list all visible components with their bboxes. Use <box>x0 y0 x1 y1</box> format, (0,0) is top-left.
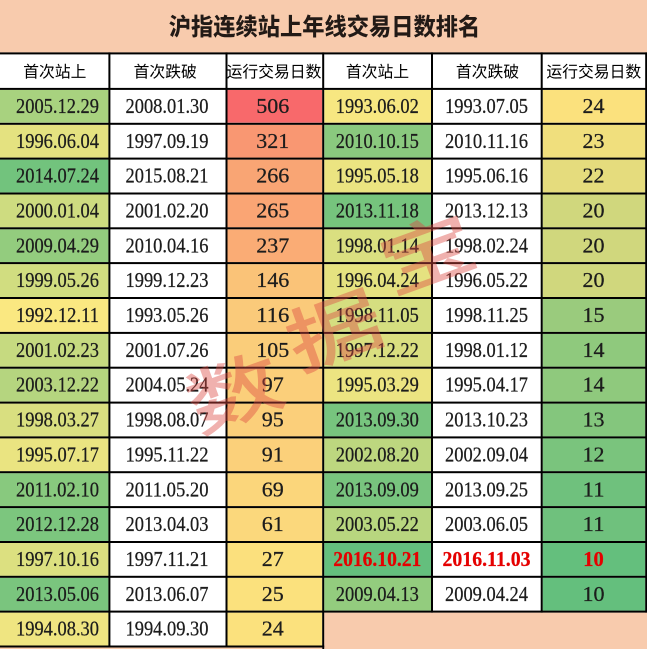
svg-text:1996.05.22: 1996.05.22 <box>445 268 528 292</box>
svg-text:15: 15 <box>583 303 605 327</box>
svg-text:2013.09.09: 2013.09.09 <box>336 477 419 501</box>
svg-text:2010.04.16: 2010.04.16 <box>126 233 209 257</box>
svg-text:2013.09.30: 2013.09.30 <box>336 408 419 432</box>
svg-text:2016.10.21: 2016.10.21 <box>333 547 421 571</box>
svg-text:1993.06.02: 1993.06.02 <box>336 94 419 118</box>
svg-text:2002.09.04: 2002.09.04 <box>445 442 528 466</box>
svg-text:1997.11.21: 1997.11.21 <box>126 547 209 571</box>
svg-text:2016.11.03: 2016.11.03 <box>443 547 531 571</box>
svg-text:1995.11.22: 1995.11.22 <box>126 442 209 466</box>
svg-text:22: 22 <box>583 164 605 188</box>
svg-text:1998.11.25: 1998.11.25 <box>445 303 528 327</box>
svg-text:95: 95 <box>262 408 284 432</box>
svg-text:24: 24 <box>583 94 605 118</box>
svg-text:2009.04.29: 2009.04.29 <box>16 233 99 257</box>
svg-text:1998.01.12: 1998.01.12 <box>445 338 528 362</box>
svg-text:24: 24 <box>262 617 284 641</box>
svg-text:266: 266 <box>256 164 289 188</box>
svg-text:1995.05.18: 1995.05.18 <box>336 164 419 188</box>
svg-text:1998.02.24: 1998.02.24 <box>445 233 528 257</box>
svg-text:27: 27 <box>262 547 284 571</box>
svg-text:2015.08.21: 2015.08.21 <box>126 164 209 188</box>
svg-text:2004.05.24: 2004.05.24 <box>126 373 209 397</box>
svg-text:61: 61 <box>262 512 284 536</box>
svg-text:2001.02.20: 2001.02.20 <box>126 199 209 223</box>
svg-text:2011.05.20: 2011.05.20 <box>126 477 209 501</box>
svg-text:2013.10.23: 2013.10.23 <box>445 408 528 432</box>
svg-text:1997.12.22: 1997.12.22 <box>336 338 419 362</box>
svg-text:2003.06.05: 2003.06.05 <box>445 512 528 536</box>
svg-text:14: 14 <box>583 338 605 362</box>
svg-text:2014.07.24: 2014.07.24 <box>16 164 99 188</box>
svg-text:20: 20 <box>583 268 605 292</box>
svg-text:1994.08.30: 1994.08.30 <box>16 617 99 641</box>
svg-text:506: 506 <box>256 94 289 118</box>
svg-text:13: 13 <box>583 408 605 432</box>
svg-text:1995.03.29: 1995.03.29 <box>336 373 419 397</box>
svg-text:321: 321 <box>256 129 289 153</box>
svg-text:2013.09.25: 2013.09.25 <box>445 477 528 501</box>
svg-text:10: 10 <box>583 582 605 606</box>
svg-text:2013.12.13: 2013.12.13 <box>445 199 528 223</box>
svg-text:2001.02.23: 2001.02.23 <box>16 338 99 362</box>
svg-text:1993.05.26: 1993.05.26 <box>126 303 209 327</box>
svg-text:97: 97 <box>262 373 284 397</box>
svg-text:1997.09.19: 1997.09.19 <box>126 129 209 153</box>
svg-text:25: 25 <box>262 582 284 606</box>
svg-text:1992.12.11: 1992.12.11 <box>16 303 99 327</box>
svg-text:1999.05.26: 1999.05.26 <box>16 268 99 292</box>
svg-text:2003.05.22: 2003.05.22 <box>336 512 419 536</box>
svg-text:1997.10.16: 1997.10.16 <box>16 547 99 571</box>
svg-text:10: 10 <box>583 547 604 571</box>
svg-text:1994.09.30: 1994.09.30 <box>126 617 209 641</box>
svg-text:2013.11.18: 2013.11.18 <box>336 199 419 223</box>
svg-text:2011.02.10: 2011.02.10 <box>16 477 99 501</box>
svg-text:105: 105 <box>256 338 289 362</box>
svg-text:20: 20 <box>583 233 605 257</box>
svg-text:146: 146 <box>256 268 289 292</box>
svg-text:1996.06.04: 1996.06.04 <box>16 129 99 153</box>
svg-text:2013.06.07: 2013.06.07 <box>126 582 209 606</box>
svg-text:1999.12.23: 1999.12.23 <box>126 268 209 292</box>
svg-text:11: 11 <box>583 512 605 536</box>
svg-text:1995.06.16: 1995.06.16 <box>445 164 528 188</box>
svg-text:1995.04.17: 1995.04.17 <box>445 373 528 397</box>
svg-text:2003.12.22: 2003.12.22 <box>16 373 99 397</box>
svg-text:12: 12 <box>583 442 605 466</box>
svg-text:2001.07.26: 2001.07.26 <box>126 338 209 362</box>
svg-text:2008.01.30: 2008.01.30 <box>126 94 209 118</box>
svg-text:23: 23 <box>583 129 605 153</box>
svg-text:14: 14 <box>583 373 605 397</box>
svg-text:2010.10.15: 2010.10.15 <box>336 129 419 153</box>
svg-text:1996.04.24: 1996.04.24 <box>336 268 419 292</box>
svg-text:2009.04.24: 2009.04.24 <box>445 582 528 606</box>
svg-text:2009.04.13: 2009.04.13 <box>336 582 419 606</box>
svg-text:91: 91 <box>262 442 284 466</box>
svg-text:1998.11.05: 1998.11.05 <box>336 303 419 327</box>
svg-text:2012.12.28: 2012.12.28 <box>16 512 99 536</box>
svg-text:1995.07.17: 1995.07.17 <box>16 442 99 466</box>
svg-text:116: 116 <box>256 303 289 327</box>
svg-text:2002.08.20: 2002.08.20 <box>336 442 419 466</box>
svg-text:2005.12.29: 2005.12.29 <box>16 94 99 118</box>
svg-text:2010.11.16: 2010.11.16 <box>445 129 528 153</box>
svg-text:2013.04.03: 2013.04.03 <box>126 512 209 536</box>
svg-text:265: 265 <box>256 199 289 223</box>
svg-text:1998.08.07: 1998.08.07 <box>126 408 209 432</box>
svg-text:1993.07.05: 1993.07.05 <box>445 94 528 118</box>
svg-text:11: 11 <box>583 477 605 501</box>
svg-text:1998.01.14: 1998.01.14 <box>336 233 419 257</box>
svg-text:69: 69 <box>262 477 284 501</box>
svg-text:2000.01.04: 2000.01.04 <box>16 199 99 223</box>
svg-text:2013.05.06: 2013.05.06 <box>16 582 99 606</box>
svg-text:1998.03.27: 1998.03.27 <box>16 408 99 432</box>
svg-text:237: 237 <box>256 233 289 257</box>
svg-text:20: 20 <box>583 199 605 223</box>
